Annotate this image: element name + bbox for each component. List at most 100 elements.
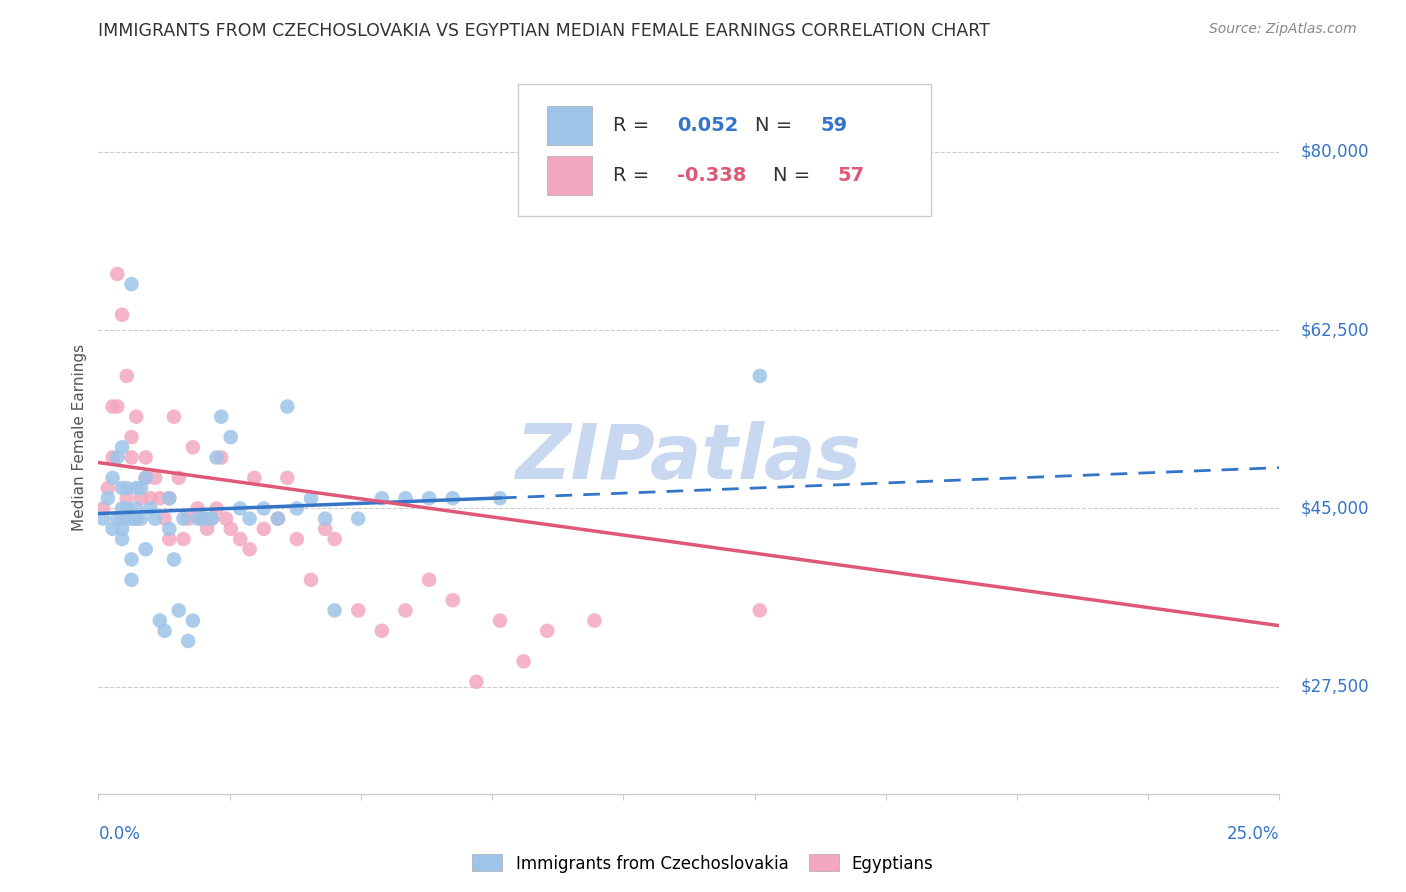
Text: N =: N = xyxy=(773,166,817,185)
Text: -0.338: -0.338 xyxy=(678,166,747,185)
FancyBboxPatch shape xyxy=(547,155,592,194)
Legend: Immigrants from Czechoslovakia, Egyptians: Immigrants from Czechoslovakia, Egyptian… xyxy=(465,847,941,880)
Point xyxy=(105,450,128,465)
Point xyxy=(205,450,228,465)
Point xyxy=(125,501,148,516)
Point xyxy=(111,522,134,536)
Point xyxy=(101,400,124,414)
Point xyxy=(187,501,209,516)
Point xyxy=(105,511,128,525)
Point xyxy=(139,501,162,516)
Point xyxy=(441,593,464,607)
Point xyxy=(181,440,204,454)
Point xyxy=(489,491,512,506)
Point xyxy=(314,511,336,525)
Point xyxy=(465,674,488,689)
Point xyxy=(229,532,252,546)
Point xyxy=(111,308,134,322)
Point xyxy=(91,511,114,525)
Point xyxy=(215,511,238,525)
Text: $62,500: $62,500 xyxy=(1301,321,1369,339)
Point xyxy=(157,532,180,546)
Point xyxy=(209,450,232,465)
Point xyxy=(115,491,138,506)
Point xyxy=(187,511,209,525)
Text: $45,000: $45,000 xyxy=(1301,500,1369,517)
Point xyxy=(157,491,180,506)
Point xyxy=(135,542,157,557)
Point xyxy=(583,614,606,628)
Point xyxy=(205,501,228,516)
Point xyxy=(135,471,157,485)
Point xyxy=(314,522,336,536)
Point xyxy=(347,511,370,525)
Point xyxy=(125,481,148,495)
Point xyxy=(111,440,134,454)
Point xyxy=(253,501,276,516)
Point xyxy=(121,430,143,444)
Point xyxy=(143,511,166,525)
Point xyxy=(157,522,180,536)
Point xyxy=(101,450,124,465)
Point xyxy=(394,603,416,617)
Point xyxy=(172,511,194,525)
Point xyxy=(143,471,166,485)
Point xyxy=(115,368,138,383)
Point xyxy=(111,481,134,495)
Point xyxy=(105,400,128,414)
Point xyxy=(267,511,290,525)
Point xyxy=(219,430,242,444)
Point xyxy=(285,501,308,516)
Point xyxy=(105,267,128,281)
Text: IMMIGRANTS FROM CZECHOSLOVAKIA VS EGYPTIAN MEDIAN FEMALE EARNINGS CORRELATION CH: IMMIGRANTS FROM CZECHOSLOVAKIA VS EGYPTI… xyxy=(98,22,990,40)
Text: 0.0%: 0.0% xyxy=(98,825,141,843)
Y-axis label: Median Female Earnings: Median Female Earnings xyxy=(72,343,87,531)
Text: $80,000: $80,000 xyxy=(1301,143,1369,161)
Point xyxy=(195,522,218,536)
Point xyxy=(149,614,172,628)
Point xyxy=(97,491,120,506)
Text: N =: N = xyxy=(755,116,799,135)
Point xyxy=(323,603,346,617)
Point xyxy=(239,542,262,557)
Point xyxy=(181,614,204,628)
Text: 0.052: 0.052 xyxy=(678,116,738,135)
Point xyxy=(201,511,224,525)
Point xyxy=(111,511,134,525)
Point xyxy=(299,573,322,587)
Point xyxy=(195,511,218,525)
Point xyxy=(101,471,124,485)
Point xyxy=(276,471,298,485)
Point xyxy=(157,491,180,506)
Point xyxy=(267,511,290,525)
FancyBboxPatch shape xyxy=(547,105,592,145)
Point xyxy=(191,511,214,525)
Point xyxy=(111,532,134,546)
Point xyxy=(323,532,346,546)
Point xyxy=(129,481,152,495)
Point xyxy=(347,603,370,617)
Point xyxy=(121,450,143,465)
Point xyxy=(167,471,190,485)
Text: 25.0%: 25.0% xyxy=(1227,825,1279,843)
Point xyxy=(371,624,394,638)
Point xyxy=(163,552,186,566)
Text: R =: R = xyxy=(613,116,655,135)
Point xyxy=(129,511,152,525)
Point xyxy=(121,552,143,566)
Point xyxy=(177,634,200,648)
Point xyxy=(201,511,224,525)
Point xyxy=(125,409,148,424)
Point xyxy=(177,511,200,525)
Point xyxy=(115,511,138,525)
FancyBboxPatch shape xyxy=(517,84,931,216)
Point xyxy=(748,603,770,617)
Text: Source: ZipAtlas.com: Source: ZipAtlas.com xyxy=(1209,22,1357,37)
Point xyxy=(209,409,232,424)
Point xyxy=(121,573,143,587)
Text: R =: R = xyxy=(613,166,655,185)
Point xyxy=(191,511,214,525)
Point xyxy=(153,624,176,638)
Point xyxy=(418,491,440,506)
Point xyxy=(276,400,298,414)
